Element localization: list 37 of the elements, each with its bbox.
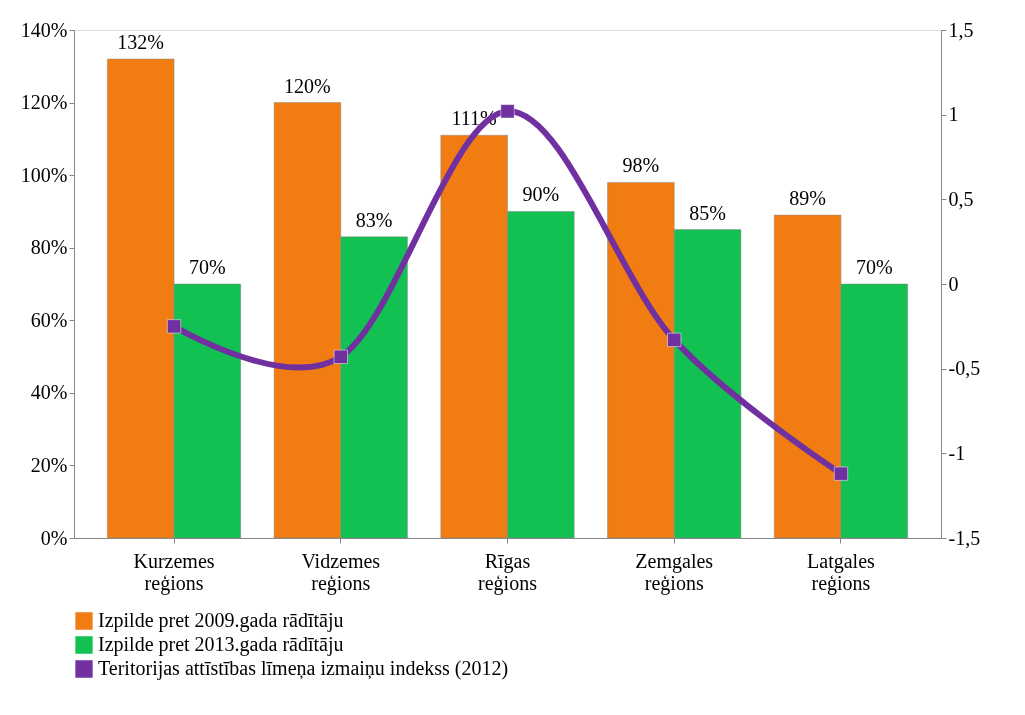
y2-tick-label: 0 <box>948 272 959 295</box>
y-tick-label: 40% <box>30 381 68 404</box>
y2-tick-label: -1,5 <box>948 526 981 549</box>
y-tick-label: 0% <box>40 526 68 549</box>
y-tick-label: 20% <box>30 453 68 476</box>
data-label: 90% <box>522 183 560 206</box>
legend-label: Teritorijas attīstības līmeņa izmaiņu indekss (2012) <box>98 657 509 680</box>
y2-tick-label: -1 <box>948 441 966 464</box>
x-tick-label: Vidzemes reģions <box>301 549 381 595</box>
point <box>834 466 848 481</box>
x-tick-label: Zemgales reģions <box>635 549 714 595</box>
data-label: 132% <box>117 31 165 54</box>
point <box>500 104 515 119</box>
y2-tick-label: 1,5 <box>948 18 974 41</box>
data-label: 120% <box>284 74 331 97</box>
point <box>167 319 181 334</box>
point <box>667 332 682 347</box>
data-label: 85% <box>689 201 726 224</box>
data-label: 83% <box>355 208 393 231</box>
data-label: 70% <box>855 256 893 278</box>
point <box>333 349 348 364</box>
data-label: 70% <box>189 256 226 278</box>
y-tick-label: 140% <box>20 18 68 41</box>
legend-label: Izpilde pret 2013.gada rādītāju <box>98 633 344 656</box>
y-tick-label: 60% <box>30 308 68 331</box>
y-tick-label: 100% <box>20 163 68 186</box>
legend-label: Izpilde pret 2009.gada rādītāju <box>98 609 344 632</box>
y2-tick-label: 0,5 <box>948 187 974 210</box>
data-label: 89% <box>789 187 826 210</box>
y2-tick-label: -0,5 <box>948 357 981 380</box>
x-tick-label: Rīgas reģions <box>478 549 538 595</box>
y-tick-label: 120% <box>20 91 68 114</box>
y-tick-label: 80% <box>30 236 68 259</box>
data-label: 98% <box>622 154 660 177</box>
y2-tick-label: 1 <box>948 103 959 126</box>
x-tick-label: Latgales reģions <box>807 549 876 595</box>
x-tick-label: Kurzemes reģions <box>133 549 215 595</box>
